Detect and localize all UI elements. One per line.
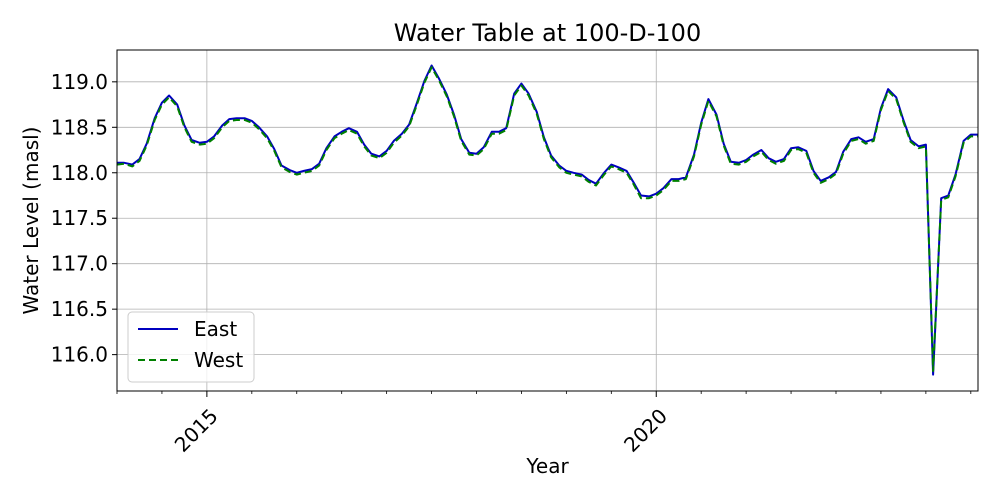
x-tick-label: 2015 (170, 404, 223, 457)
y-tick-label: 116.5 (51, 297, 108, 321)
chart-title: Water Table at 100-D-100 (394, 19, 701, 47)
x-tick-label: 2020 (619, 404, 672, 457)
y-tick-label: 119.0 (51, 70, 108, 94)
y-tick-label: 116.0 (51, 343, 108, 367)
y-tick-label: 118.5 (51, 115, 108, 139)
y-axis: 116.0 116.5 117.0 117.5 118.0 118.5 119.0 (51, 70, 117, 367)
y-tick-label: 118.0 (51, 161, 108, 185)
x-axis-title: Year (525, 454, 569, 478)
legend-label-west: West (194, 348, 243, 372)
x-axis: 2015 2020 (116, 391, 972, 457)
series-line-west (116, 66, 978, 372)
plot-area-frame (116, 49, 979, 392)
legend: East West (127, 311, 255, 383)
y-tick-label: 117.5 (51, 206, 108, 230)
y-tick-label: 117.0 (51, 252, 108, 276)
series-layer (116, 64, 978, 376)
grid-lines (117, 50, 978, 391)
y-axis-title: Water Level (masl) (19, 127, 43, 315)
legend-label-east: East (194, 317, 237, 341)
